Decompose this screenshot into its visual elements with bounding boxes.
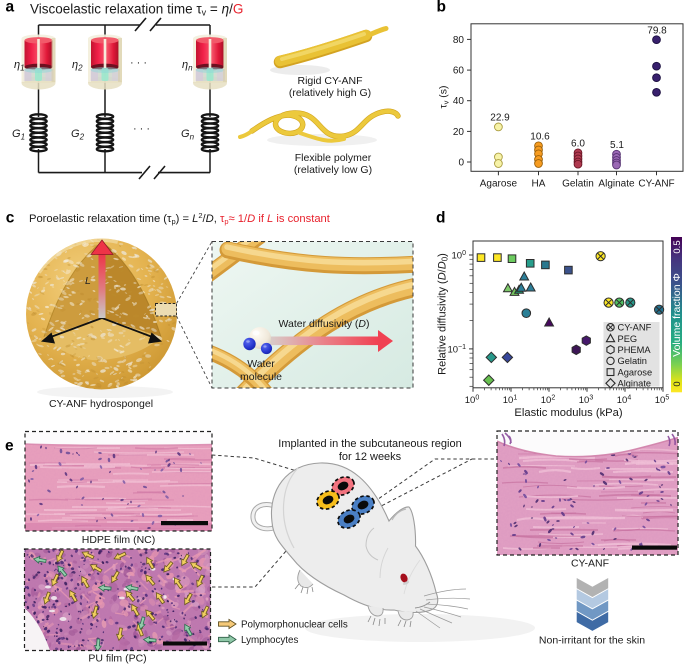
svg-text:80: 80 <box>453 35 465 46</box>
svg-text:Agarose: Agarose <box>480 179 518 190</box>
svg-text:101: 101 <box>503 395 518 407</box>
svg-text:PEG: PEG <box>618 334 638 344</box>
svg-text:79.8: 79.8 <box>647 25 667 36</box>
svg-text:Gelatin: Gelatin <box>618 356 647 366</box>
svg-text:HDPE film (NC): HDPE film (NC) <box>82 534 156 546</box>
svg-text:20: 20 <box>453 127 465 138</box>
svg-text:100: 100 <box>465 395 480 407</box>
svg-text:Alginate: Alginate <box>598 179 635 190</box>
svg-text:b: b <box>437 0 446 16</box>
svg-text:0: 0 <box>672 381 683 386</box>
svg-text:10−1: 10−1 <box>447 344 466 356</box>
svg-text:Volume fraction Φ: Volume fraction Φ <box>671 273 683 357</box>
svg-text:G2: G2 <box>71 128 85 142</box>
svg-text:Implanted in the subcutaneous: Implanted in the subcutaneous region <box>278 438 461 450</box>
svg-text:CY-ANF: CY-ANF <box>638 179 674 190</box>
svg-text:Polymorphonuclear cells: Polymorphonuclear cells <box>241 619 348 630</box>
svg-text:Elastic modulus (kPa): Elastic modulus (kPa) <box>514 407 622 419</box>
svg-text:d: d <box>436 209 445 226</box>
svg-text:L: L <box>85 275 91 287</box>
svg-text:Viscoelastic relaxation time τ: Viscoelastic relaxation time τv = η/G <box>30 2 243 18</box>
svg-text:PHEMA: PHEMA <box>618 345 652 355</box>
svg-text:CY-ANF: CY-ANF <box>618 323 652 333</box>
svg-text:105: 105 <box>655 395 670 407</box>
svg-text:100: 100 <box>452 250 467 262</box>
svg-text:for 12 weeks: for 12 weeks <box>339 451 402 463</box>
svg-text:Rigid CY-ANF: Rigid CY-ANF <box>298 75 363 87</box>
svg-text:Relative diffusivity (D/D0): Relative diffusivity (D/D0) <box>437 253 450 375</box>
svg-text:η2: η2 <box>72 59 83 73</box>
svg-text:Water: Water <box>247 358 275 370</box>
svg-text:10.6: 10.6 <box>530 132 550 143</box>
svg-text:HA: HA <box>532 179 546 190</box>
svg-text:···: ··· <box>133 123 153 135</box>
svg-text:(relatively high G): (relatively high G) <box>289 87 371 99</box>
svg-text:22.9: 22.9 <box>490 113 510 124</box>
svg-text:Agarose: Agarose <box>618 367 653 377</box>
svg-text:molecule: molecule <box>240 371 282 383</box>
svg-text:(relatively low G): (relatively low G) <box>294 164 372 176</box>
svg-text:Non-irritant for the skin: Non-irritant for the skin <box>539 635 645 647</box>
svg-text:Gelatin: Gelatin <box>562 179 594 190</box>
svg-text:Water diffusivity (D): Water diffusivity (D) <box>278 318 369 330</box>
svg-text:0: 0 <box>458 158 464 169</box>
svg-text:102: 102 <box>541 395 556 407</box>
svg-text:6.0: 6.0 <box>571 139 585 150</box>
svg-text:Flexible polymer: Flexible polymer <box>295 152 372 164</box>
svg-text:e: e <box>5 437 14 454</box>
svg-text:Gn: Gn <box>181 128 195 142</box>
svg-text:a: a <box>6 0 15 16</box>
svg-text:103: 103 <box>579 395 594 407</box>
svg-text:τv (s): τv (s) <box>438 85 451 108</box>
svg-text:0.5: 0.5 <box>672 240 683 253</box>
svg-text:60: 60 <box>453 66 465 77</box>
svg-text:c: c <box>6 210 15 227</box>
svg-text:PU film (PC): PU film (PC) <box>88 653 146 665</box>
svg-text:···: ··· <box>130 57 150 69</box>
svg-text:G1: G1 <box>12 128 25 142</box>
svg-text:104: 104 <box>617 395 632 407</box>
svg-text:Lymphocytes: Lymphocytes <box>241 635 298 646</box>
svg-text:Alginate: Alginate <box>618 379 652 389</box>
svg-text:5.1: 5.1 <box>610 140 624 151</box>
svg-text:η1: η1 <box>14 59 25 73</box>
svg-text:40: 40 <box>453 96 465 107</box>
svg-text:CY-ANF hydrospongel: CY-ANF hydrospongel <box>49 398 153 410</box>
svg-text:Poroelastic relaxation time (τ: Poroelastic relaxation time (τp) = L2/D,… <box>29 211 331 226</box>
svg-text:ηn: ηn <box>182 59 193 73</box>
svg-text:CY-ANF: CY-ANF <box>571 558 609 570</box>
